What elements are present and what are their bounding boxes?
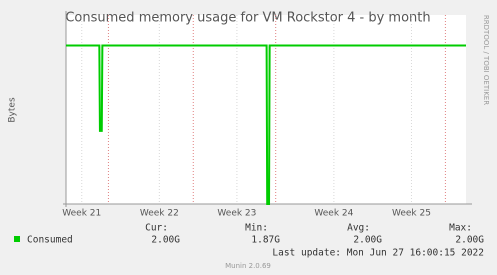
footer: Munin 2.0.69 xyxy=(225,262,271,270)
last-update: Last update: Mon Jun 27 16:00:15 2022 xyxy=(272,248,484,259)
legend-label: Consumed xyxy=(27,235,73,246)
x-tick-label: Week 23 xyxy=(217,209,256,219)
series-line xyxy=(66,44,466,205)
x-tick-label: Week 25 xyxy=(392,209,431,219)
x-tick-label: Week 21 xyxy=(62,209,101,219)
chart-title: Consumed memory usage for VM Rockstor 4 … xyxy=(65,11,430,26)
stat-label: Max: xyxy=(449,223,472,234)
legend-swatch xyxy=(14,236,20,242)
stat-value: 1.87G xyxy=(251,235,280,246)
side-text: RRDTOOL / TOBI OETIKER xyxy=(482,15,490,105)
y-axis-label: Bytes xyxy=(8,97,18,123)
stat-value: 2.00G xyxy=(353,235,382,246)
stat-label: Min: xyxy=(245,223,268,234)
stat-label: Cur: xyxy=(145,223,168,234)
stat-value: 2.00G xyxy=(151,235,180,246)
x-tick-label: Week 24 xyxy=(314,209,353,219)
stat-label: Avg: xyxy=(347,223,370,234)
x-tick-label: Week 22 xyxy=(140,209,179,219)
stat-value: 2.00G xyxy=(455,235,484,246)
